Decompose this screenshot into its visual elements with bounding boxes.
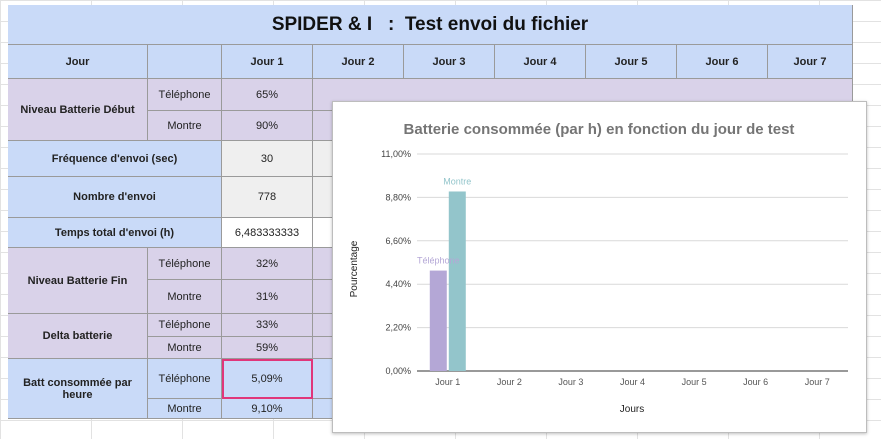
label-delta[interactable]: Delta batterie [8, 314, 148, 359]
sub-telephone[interactable]: Téléphone [148, 359, 222, 399]
header-day-4[interactable]: Jour 4 [495, 45, 586, 79]
value-delta-montre[interactable]: 59% [222, 337, 313, 359]
data-label: Montre [443, 176, 471, 186]
sheet-title[interactable]: SPIDER & I : Test envoi du fichier [8, 5, 853, 45]
x-tick-label: Jour 7 [805, 377, 830, 387]
chart-title: Batterie consommée (par h) en fonction d… [404, 121, 795, 138]
x-tick-label: Jour 4 [620, 377, 645, 387]
value-nombre[interactable]: 778 [222, 177, 313, 218]
header-day-5[interactable]: Jour 5 [586, 45, 677, 79]
sub-montre[interactable]: Montre [148, 111, 222, 141]
y-tick-label: 11,00% [381, 149, 411, 159]
y-axis-label: Pourcentage [349, 240, 360, 297]
sub-montre[interactable]: Montre [148, 337, 222, 359]
header-day-6[interactable]: Jour 6 [677, 45, 768, 79]
sub-telephone[interactable]: Téléphone [148, 79, 222, 111]
data-label: Téléphone [417, 256, 460, 266]
value-batt-fin-montre[interactable]: 31% [222, 280, 313, 314]
x-tick-label: Jour 6 [743, 377, 768, 387]
value-frequence[interactable]: 30 [222, 141, 313, 177]
y-tick-label: 2,20% [385, 323, 411, 333]
sub-telephone[interactable]: Téléphone [148, 314, 222, 337]
header-jour[interactable]: Jour [8, 45, 148, 79]
y-tick-label: 8,80% [385, 192, 411, 202]
sub-montre[interactable]: Montre [148, 280, 222, 314]
sub-montre[interactable]: Montre [148, 399, 222, 419]
x-tick-label: Jour 2 [497, 377, 522, 387]
header-day-7[interactable]: Jour 7 [768, 45, 853, 79]
y-tick-label: 6,60% [385, 236, 411, 246]
value-batt-fin-tel[interactable]: 32% [222, 248, 313, 280]
y-tick-label: 4,40% [385, 279, 411, 289]
value-temps[interactable]: 6,483333333 [222, 218, 313, 248]
value-delta-tel[interactable]: 33% [222, 314, 313, 337]
label-temps[interactable]: Temps total d'envoi (h) [8, 218, 222, 248]
x-tick-label: Jour 1 [435, 377, 460, 387]
value-batt-debut-montre[interactable]: 90% [222, 111, 313, 141]
bar-chart: Batterie consommée (par h) en fonction d… [349, 121, 848, 415]
value-batt-debut-tel[interactable]: 65% [222, 79, 313, 111]
x-tick-label: Jour 3 [558, 377, 583, 387]
embedded-chart[interactable]: Batterie consommée (par h) en fonction d… [332, 101, 867, 433]
y-tick-label: 0,00% [385, 366, 411, 376]
label-batt-fin[interactable]: Niveau Batterie Fin [8, 248, 148, 314]
bar-telephone [429, 270, 447, 371]
value-conso-montre[interactable]: 9,10% [222, 399, 313, 419]
sub-telephone[interactable]: Téléphone [148, 248, 222, 280]
header-day-2[interactable]: Jour 2 [313, 45, 404, 79]
value-conso-tel[interactable]: 5,09% [222, 359, 313, 399]
label-batt-debut[interactable]: Niveau Batterie Début [8, 79, 148, 141]
header-day-1[interactable]: Jour 1 [222, 45, 313, 79]
label-nombre[interactable]: Nombre d'envoi [8, 177, 222, 218]
x-tick-label: Jour 5 [682, 377, 707, 387]
header-empty[interactable] [148, 45, 222, 79]
x-axis-label: Jours [620, 404, 644, 415]
label-conso[interactable]: Batt consommée par heure [8, 359, 148, 419]
label-frequence[interactable]: Fréquence d'envoi (sec) [8, 141, 222, 177]
bar-montre [448, 191, 466, 371]
header-day-3[interactable]: Jour 3 [404, 45, 495, 79]
